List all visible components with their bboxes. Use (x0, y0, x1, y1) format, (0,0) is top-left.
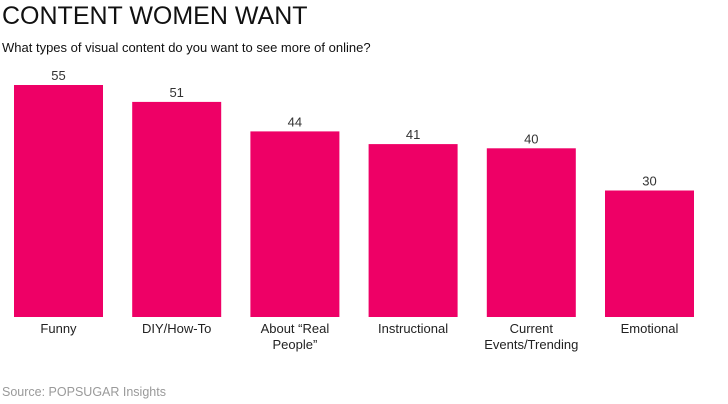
bar-2 (250, 131, 340, 317)
bars-group (14, 85, 694, 318)
category-label-2: About “Real People” (261, 321, 330, 352)
category-label-3: Instructional (378, 321, 448, 336)
source-note: Source: POPSUGAR Insights (2, 385, 166, 399)
bar-4 (486, 148, 576, 317)
value-label-2: 44 (288, 114, 302, 129)
bar-1 (132, 101, 222, 318)
category-label-0: Funny (40, 321, 77, 336)
value-label-5: 30 (642, 174, 656, 189)
bar-0 (14, 85, 103, 317)
value-labels-group: 55 51 44 41 40 30 (51, 68, 656, 189)
bar-5 (605, 190, 694, 317)
value-label-3: 41 (406, 127, 420, 142)
bar-3 (368, 144, 458, 317)
value-label-1: 51 (169, 85, 183, 100)
category-labels-group: Funny DIY/How-To About “Real People” Instruc… (40, 321, 678, 352)
chart-subtitle: What types of visual content do you want… (2, 40, 371, 55)
value-label-4: 40 (524, 131, 538, 146)
chart-title: CONTENT WOMEN WANT (2, 2, 308, 30)
category-label-4: Current Events/Trending (484, 321, 578, 352)
value-label-0: 55 (51, 68, 65, 83)
category-label-5: Emotional (621, 321, 679, 336)
category-label-1: DIY/How-To (142, 321, 211, 336)
